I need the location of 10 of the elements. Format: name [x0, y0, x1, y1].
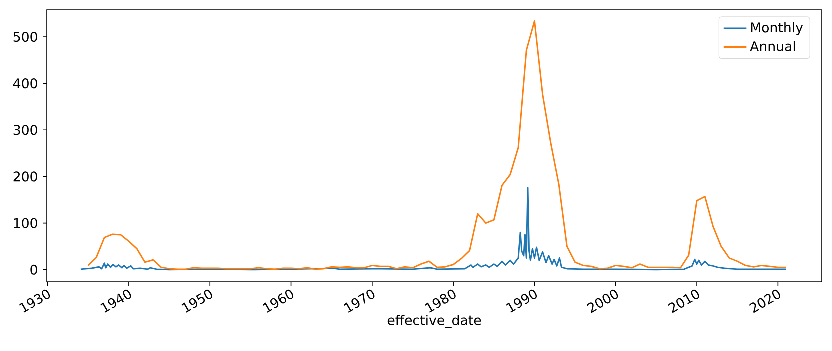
y-tick-label: 100 — [14, 218, 38, 228]
line-series — [80, 187, 788, 271]
y-tick-label: 300 — [14, 125, 38, 136]
legend-label: Monthly — [751, 22, 804, 36]
x-axis-title: effective_date — [388, 315, 482, 328]
y-tick-label: 200 — [14, 172, 38, 182]
y-tick-label: 400 — [13, 78, 38, 89]
y-tick-label: 500 — [14, 32, 38, 42]
y-tick-label: 0 — [30, 264, 38, 275]
legend-label: Annual — [750, 41, 796, 52]
